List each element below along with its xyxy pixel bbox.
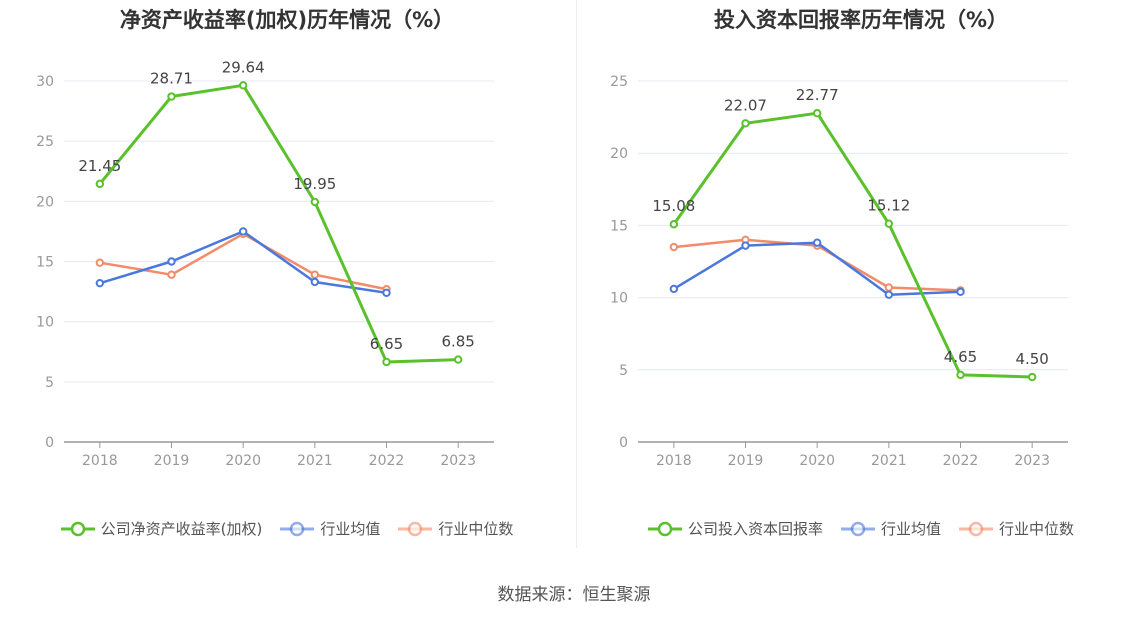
y-tick-label: 25 <box>610 74 628 90</box>
series-line-company <box>672 111 1033 379</box>
roe-line-chart: 0 5 10 15 20 25 30 2018 2019 2020 2021 2022 2023 21.4… <box>36 58 494 469</box>
y-tick-label: 20 <box>610 146 628 162</box>
y-tick-label: 15 <box>610 218 628 234</box>
data-label: 4.65 <box>944 348 977 366</box>
legend-item-company[interactable]: 公司净资产收益率(加权) <box>60 518 263 539</box>
y-tick-label: 15 <box>36 255 54 271</box>
legend-line-marker-icon <box>60 521 95 536</box>
data-point-company <box>167 92 176 101</box>
data-point-industry-average <box>669 284 679 294</box>
data-point-company <box>382 357 391 367</box>
data-point-industry-average <box>812 238 822 247</box>
legend-line-marker-icon <box>398 521 433 536</box>
x-tick-label: 2019 <box>728 453 764 469</box>
y-tick-label: 10 <box>610 291 628 307</box>
legend-line-marker-icon <box>280 521 315 536</box>
data-point-company <box>310 197 320 207</box>
data-point-company <box>453 355 463 364</box>
legend-label: 公司净资产收益率(加权) <box>100 520 263 538</box>
legend-item-industry-average[interactable]: 行业均值 <box>280 518 380 539</box>
data-point-company <box>669 220 679 229</box>
data-point-company <box>95 179 105 189</box>
x-tick-label: 2023 <box>1014 453 1050 469</box>
data-point-industry-average <box>310 277 320 287</box>
data-label: 6.85 <box>441 333 474 351</box>
y-tick-label: 5 <box>45 375 54 391</box>
x-tick-label: 2021 <box>297 453 333 469</box>
data-point-industry-average <box>382 288 391 297</box>
data-point-company <box>956 370 965 380</box>
data-point-industry-average <box>741 241 750 250</box>
panel-divider <box>576 0 577 548</box>
series-line-industry-average <box>99 230 387 295</box>
y-tick-label: 25 <box>36 134 54 150</box>
legend-label: 行业均值 <box>880 520 941 538</box>
x-tick-label: 2020 <box>799 453 835 469</box>
data-point-industry-average <box>884 290 894 299</box>
legend-line-marker-icon <box>647 521 682 536</box>
y-tick-label: 20 <box>36 194 54 210</box>
roe-chart-panel: 净资产收益率(加权)历年情况（%） 0 5 10 15 20 25 30 2018 2019 20… <box>0 0 574 560</box>
legend-label: 公司投入资本回报率 <box>687 520 823 538</box>
data-point-company <box>741 119 750 128</box>
data-label: 15.12 <box>867 197 910 215</box>
legend-item-company[interactable]: 公司投入资本回报率 <box>647 518 823 539</box>
data-point-industry-average <box>956 287 965 297</box>
data-point-industry-average <box>238 227 248 236</box>
data-point-industry-average <box>95 278 105 288</box>
legend-line-marker-icon <box>840 521 875 536</box>
data-label: 4.50 <box>1015 350 1048 368</box>
chart-title: 净资产收益率(加权)历年情况（%） <box>119 8 455 32</box>
data-point-company <box>238 81 248 90</box>
legend-label: 行业均值 <box>320 520 381 538</box>
data-point-industry-median <box>310 270 320 279</box>
y-tick-label: 30 <box>36 74 54 90</box>
data-point-company <box>812 109 822 118</box>
x-tick-label: 2019 <box>154 453 190 469</box>
data-point-industry-median <box>884 283 894 292</box>
roic-line-chart: 0 5 10 15 20 25 2018 2019 2020 2021 2022 2023 15.08 2… <box>610 74 1068 469</box>
chart-legend: 公司净资产收益率(加权) 行业均值 行业中位数 <box>0 518 574 539</box>
x-tick-label: 2023 <box>440 453 476 469</box>
data-label: 22.77 <box>796 86 839 104</box>
legend-item-industry-average[interactable]: 行业均值 <box>840 518 941 539</box>
data-label: 19.95 <box>293 175 336 193</box>
data-point-industry-average <box>167 257 176 266</box>
data-label: 6.65 <box>370 335 403 353</box>
data-label: 29.64 <box>222 58 265 76</box>
legend-line-marker-icon <box>959 521 993 536</box>
roic-chart-panel: 投入资本回报率历年情况（%） 0 5 10 15 20 25 2018 2019 2020 202… <box>574 0 1148 560</box>
y-tick-label: 10 <box>36 315 54 331</box>
data-label: 22.07 <box>724 96 767 114</box>
series-line-company <box>98 83 459 364</box>
x-tick-label: 2022 <box>369 453 405 469</box>
data-point-industry-median <box>669 242 679 252</box>
legend-item-industry-median[interactable]: 行业中位数 <box>398 518 513 539</box>
data-point-industry-median <box>95 258 105 267</box>
x-tick-label: 2018 <box>656 453 692 469</box>
legend-label: 行业中位数 <box>999 520 1075 538</box>
x-tick-label: 2018 <box>82 453 118 469</box>
data-label: 28.71 <box>150 70 193 88</box>
x-tick-label: 2020 <box>225 453 261 469</box>
chart-title: 投入资本回报率历年情况（%） <box>713 8 1009 32</box>
chart-legend: 公司投入资本回报率 行业均值 行业中位数 <box>574 518 1148 539</box>
data-source-note: 数据来源：恒生聚源 <box>497 585 651 605</box>
y-tick-label: 5 <box>619 363 628 379</box>
legend-item-industry-median[interactable]: 行业中位数 <box>959 518 1074 539</box>
data-point-company <box>884 219 894 228</box>
y-tick-label: 0 <box>45 435 54 451</box>
x-tick-label: 2022 <box>943 453 979 469</box>
legend-label: 行业中位数 <box>438 520 514 538</box>
data-point-company <box>1027 372 1037 382</box>
data-label: 15.08 <box>652 197 695 215</box>
data-label: 21.45 <box>78 157 121 175</box>
y-tick-label: 0 <box>619 435 628 451</box>
x-tick-label: 2021 <box>871 453 907 469</box>
data-point-industry-median <box>167 270 176 279</box>
